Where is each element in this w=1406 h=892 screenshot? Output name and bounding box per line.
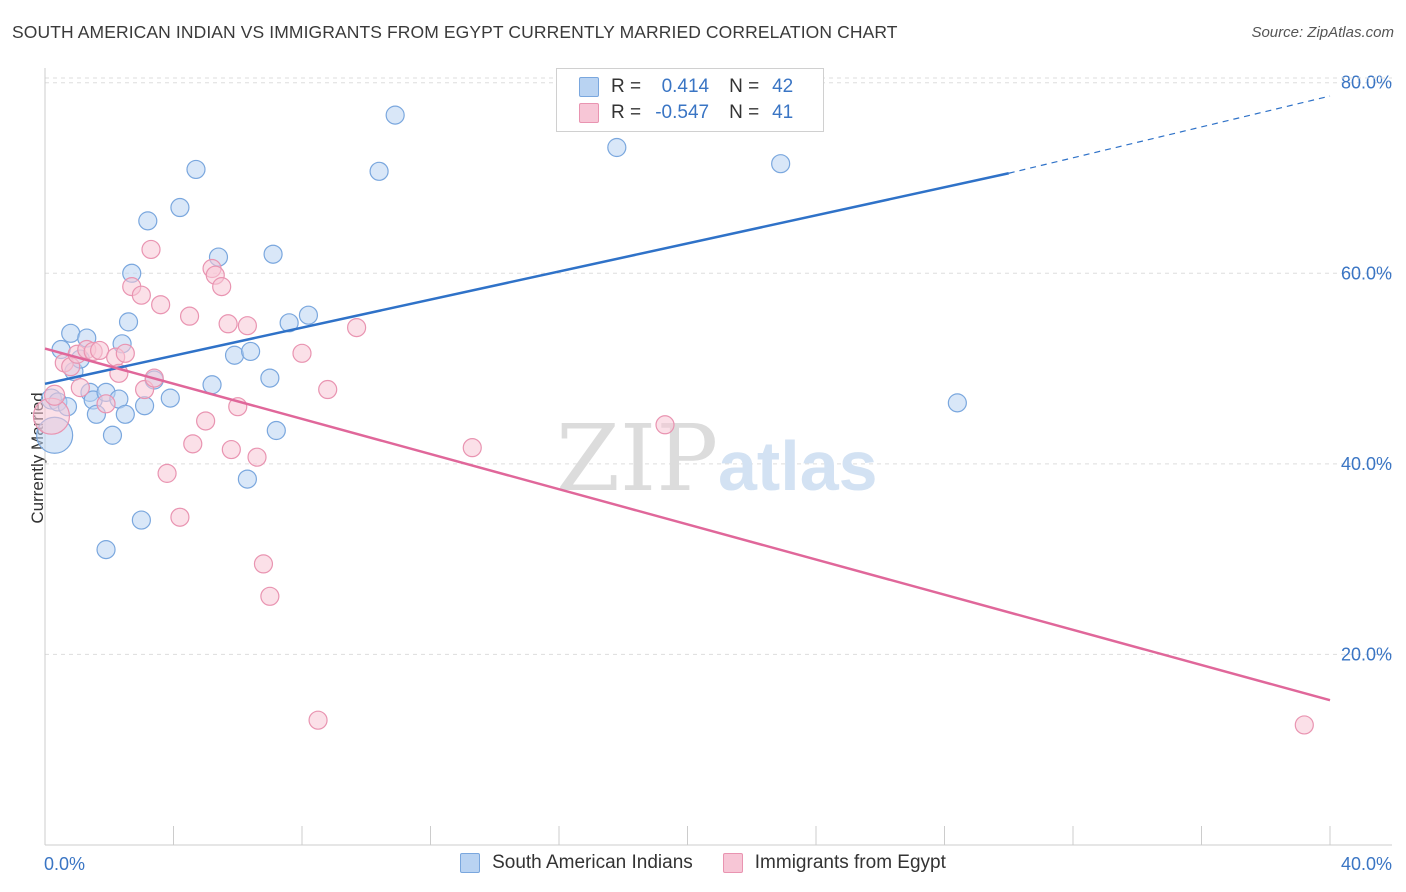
data-point	[179, 306, 200, 326]
data-point	[1294, 715, 1314, 735]
legend-n-label: N =	[729, 76, 760, 97]
series-name: Immigrants from Egypt	[754, 852, 946, 873]
data-point	[186, 159, 206, 180]
data-point	[237, 316, 257, 336]
data-point	[253, 554, 274, 574]
data-point	[170, 197, 190, 218]
legend-n-label: N =	[729, 102, 760, 123]
data-point	[183, 434, 203, 454]
x-tick-label: 0.0%	[44, 854, 85, 874]
data-point	[196, 411, 216, 431]
series-legend-item-pink: Immigrants from Egypt	[722, 852, 946, 874]
y-tick-label: 40.0%	[1341, 454, 1392, 474]
legend-r-label: R =	[611, 76, 642, 97]
data-point	[655, 415, 675, 435]
blue-swatch	[460, 853, 481, 873]
source-label: Source: ZipAtlas.com	[1251, 24, 1394, 41]
data-point	[266, 420, 286, 441]
legend-r-label: R =	[611, 102, 642, 123]
watermark-atlas: atlas	[718, 427, 878, 505]
trend-line-blue	[44, 172, 1010, 386]
data-point	[279, 313, 299, 333]
data-point	[318, 379, 338, 400]
data-point	[292, 343, 312, 363]
data-point	[385, 105, 405, 125]
data-point	[771, 154, 791, 174]
data-point	[170, 507, 190, 527]
data-point	[263, 244, 283, 264]
series-legend: South American Indians Immigrants from E…	[0, 852, 1406, 874]
data-point	[151, 295, 171, 315]
data-point	[70, 378, 90, 398]
data-point	[202, 375, 222, 395]
data-point	[134, 396, 155, 416]
data-point	[96, 540, 116, 560]
legend-r-value: -0.547	[655, 102, 710, 123]
data-point	[369, 161, 389, 181]
y-tick-label: 60.0%	[1341, 263, 1392, 283]
data-point	[157, 463, 177, 483]
legend-r-value: 0.414	[661, 76, 710, 97]
data-point	[462, 438, 482, 458]
series-name: South American Indians	[492, 852, 693, 873]
data-point	[138, 211, 158, 231]
trend-line-pink	[44, 347, 1331, 702]
data-point	[607, 137, 627, 158]
pink-swatch	[579, 103, 599, 123]
blue-swatch	[579, 77, 599, 97]
data-point	[260, 586, 280, 606]
series-legend-item-blue: South American Indians	[460, 852, 693, 874]
trend-line-blue-dashed	[1008, 95, 1331, 174]
pink-swatch	[722, 853, 743, 873]
data-point	[308, 710, 328, 730]
watermark-zip: ZIP	[556, 405, 718, 512]
legend-n-value: 42	[772, 76, 794, 97]
data-point	[102, 425, 123, 445]
legend-row-pink: R = -0.547 N = 41	[579, 100, 793, 126]
y-tick-label: 20.0%	[1341, 644, 1392, 664]
data-point	[141, 239, 161, 260]
y-tick-label: 80.0%	[1341, 73, 1392, 93]
data-point	[160, 388, 180, 408]
correlation-legend: R = 0.414 N = 42 R = -0.547 N = 41	[556, 68, 824, 132]
legend-n-value: 41	[772, 102, 794, 123]
data-point	[96, 394, 116, 414]
data-point	[298, 305, 319, 325]
data-point	[115, 404, 135, 424]
data-point	[947, 393, 967, 413]
data-point	[218, 314, 238, 334]
data-point	[131, 285, 151, 305]
data-point	[347, 317, 367, 338]
data-point	[131, 510, 151, 530]
data-point	[221, 439, 241, 460]
data-point	[115, 343, 135, 363]
data-point	[212, 277, 232, 297]
chart-title: SOUTH AMERICAN INDIAN VS IMMIGRANTS FROM…	[12, 22, 898, 42]
x-tick-label: 40.0%	[1341, 854, 1392, 874]
data-point	[61, 323, 81, 343]
data-point	[224, 345, 245, 365]
data-point	[118, 312, 139, 332]
legend-row-blue: R = 0.414 N = 42	[579, 74, 793, 100]
data-point	[247, 447, 267, 467]
data-point	[260, 368, 280, 388]
data-point	[241, 341, 261, 362]
data-point	[44, 384, 66, 406]
data-point	[237, 469, 257, 489]
data-point	[90, 340, 110, 361]
